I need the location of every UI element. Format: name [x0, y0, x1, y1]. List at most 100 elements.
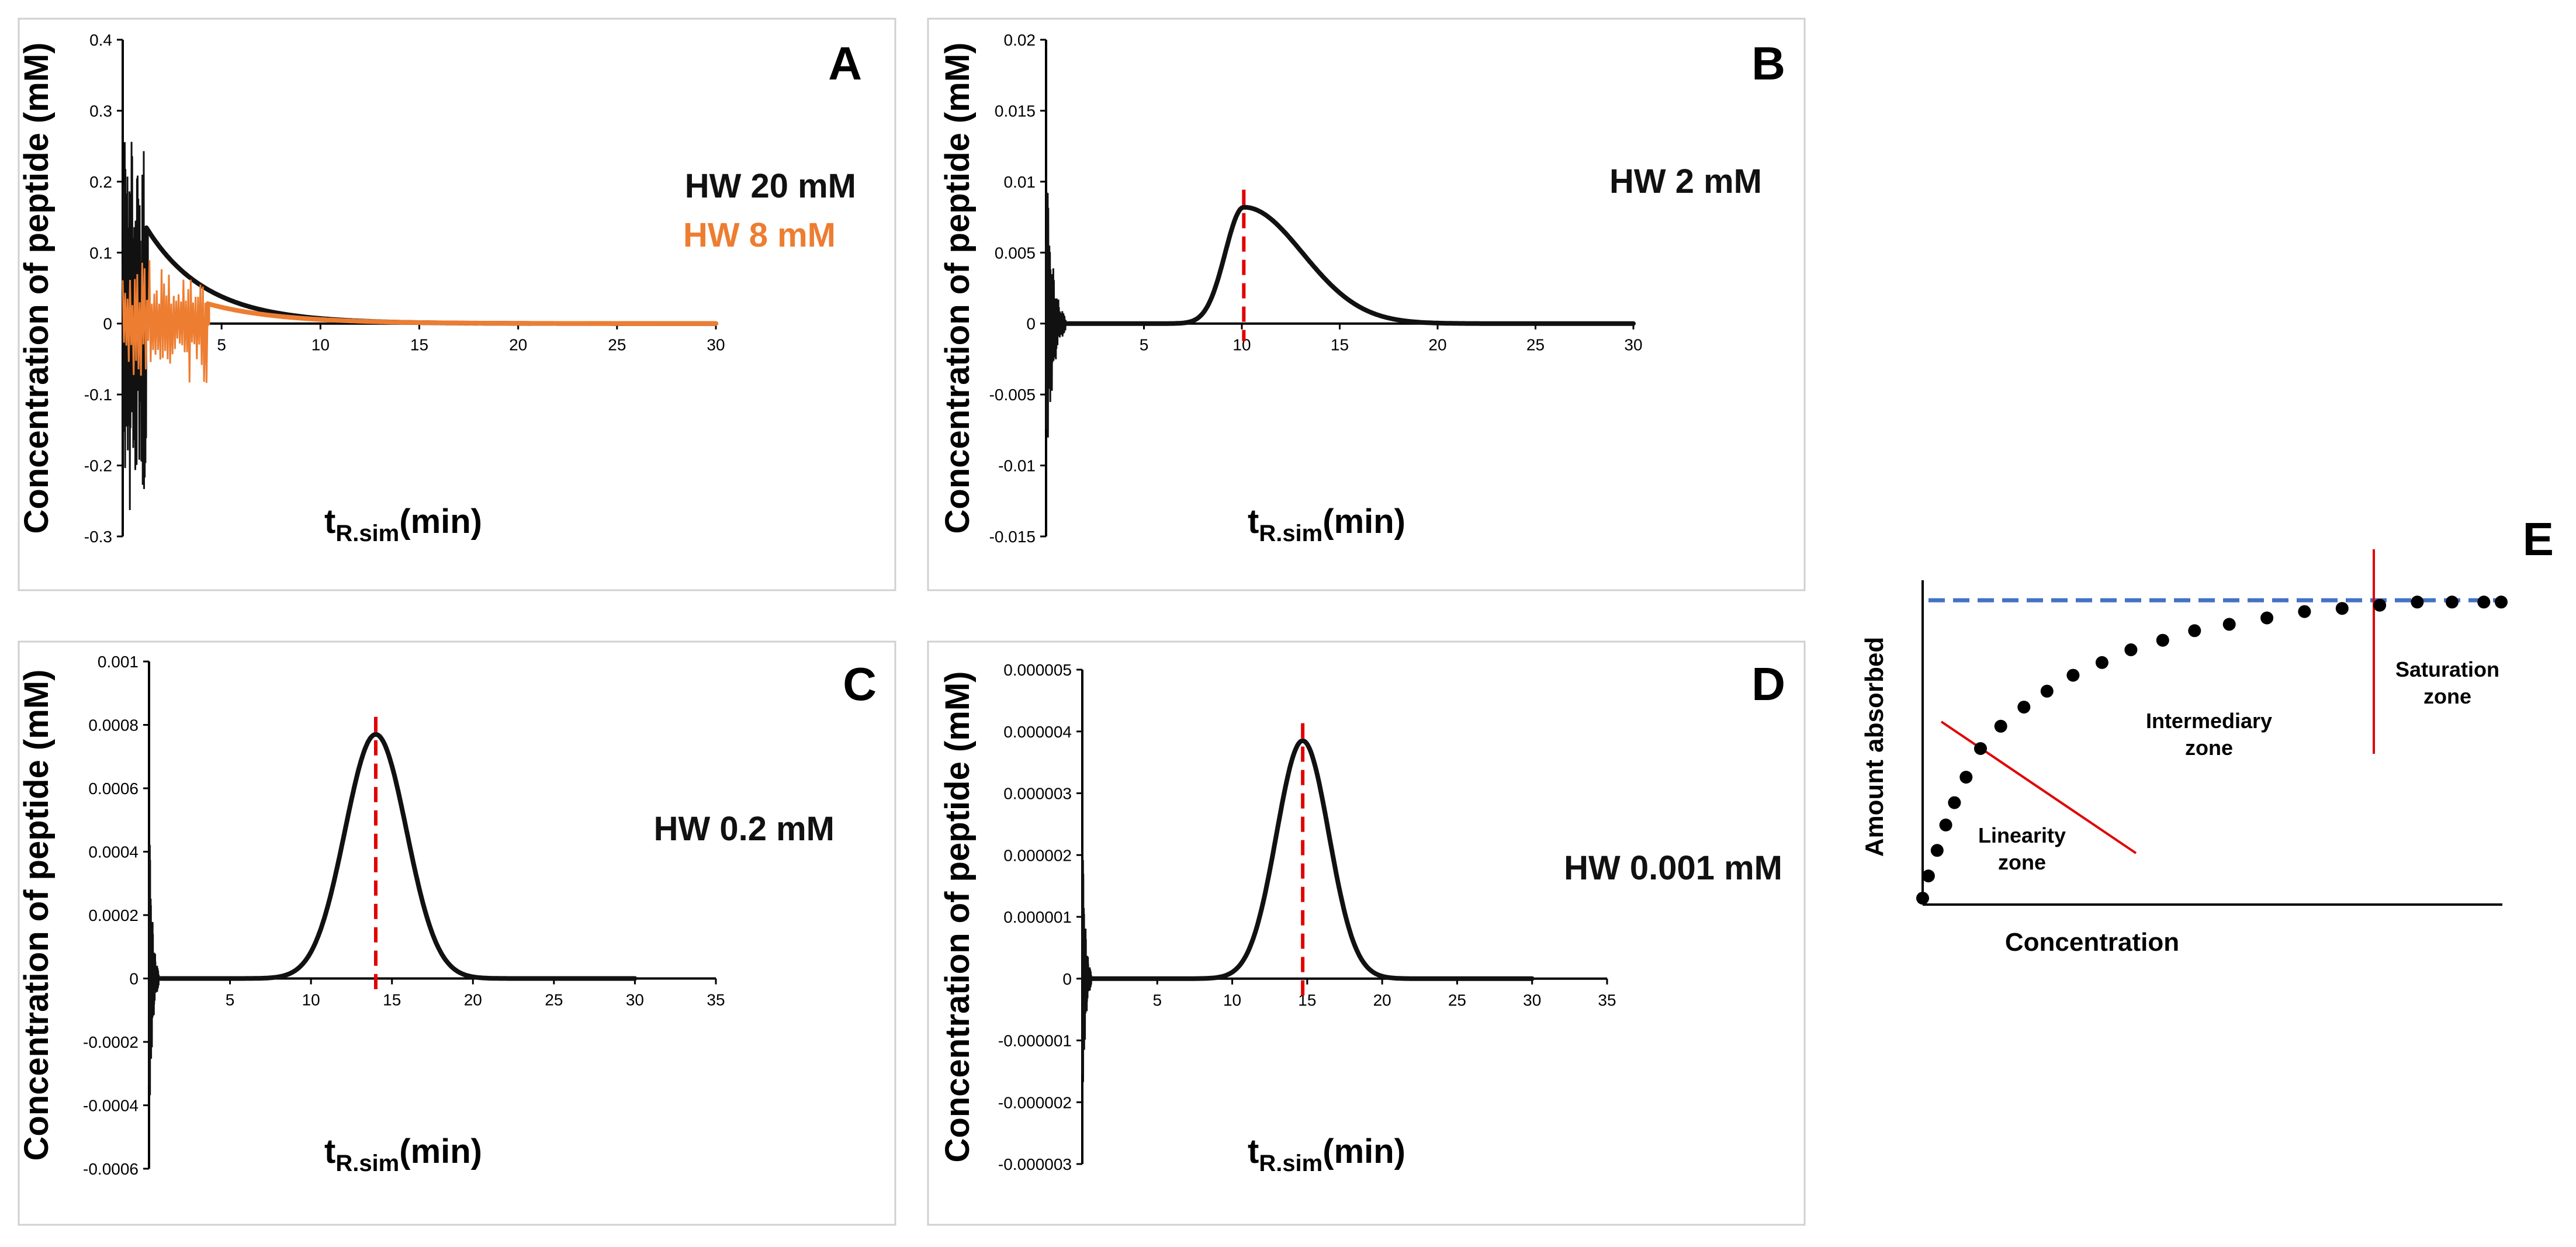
panel-frame — [927, 18, 1806, 591]
x-axis-label: tR.sim(min) — [1248, 1132, 1405, 1176]
data-point — [1939, 818, 1952, 832]
x-tick-label: 25 — [545, 991, 563, 1009]
x-tick-label: 15 — [383, 991, 401, 1009]
noise-trace — [1045, 192, 1067, 438]
x-axis-label: tR.sim(min) — [324, 1132, 482, 1176]
y-tick-label: 0.001 — [98, 653, 139, 671]
panel-b: -0.015 -0.01 -0.005 0 0.005 0.01 0.015 0.02 5 10 1… — [927, 18, 1806, 591]
data-point — [1974, 742, 1987, 755]
x-tick-label: 20 — [464, 991, 482, 1009]
data-point — [2260, 611, 2274, 625]
panel-e: E Amount absorbed Concentration Linearity zo… — [1860, 513, 2554, 957]
x-tick-label: 20 — [509, 336, 527, 354]
x-tick-label: 30 — [1523, 991, 1541, 1009]
data-point — [2017, 701, 2031, 714]
y-tick-label: -0.000001 — [998, 1032, 1072, 1050]
y-tick-label: 0.000002 — [1003, 846, 1072, 864]
data-point — [1916, 892, 1929, 905]
series-annotation: HW 0.2 mM — [654, 810, 835, 848]
y-tick-label: 0.000003 — [1003, 785, 1072, 803]
y-tick-label: 0.0006 — [88, 780, 139, 798]
y-tick-label: 0.0004 — [88, 843, 139, 861]
y-tick-label: 0.1 — [89, 244, 112, 262]
series-annotation: HW 2 mM — [1609, 162, 1762, 200]
x-tick-label: 15 — [410, 336, 428, 354]
y-tick-label: 0.015 — [995, 102, 1036, 120]
data-point — [1948, 796, 1961, 809]
series-annotation: HW 8 mM — [683, 216, 836, 254]
x-tick-label: 5 — [1152, 991, 1162, 1009]
y-axis-label: Concentration of peptide (mM) — [939, 671, 977, 1163]
y-tick-label: -0.0004 — [83, 1097, 139, 1115]
data-point — [2066, 668, 2080, 682]
zone-label: zone — [2185, 736, 2233, 760]
x-tick-label: 25 — [1448, 991, 1466, 1009]
panel-c: -0.0006 -0.0004 -0.0002 0 0.0002 0.0004 0.0006… — [18, 640, 896, 1226]
y-tick-label: 0.000001 — [1003, 908, 1072, 926]
x-tick-label: 30 — [626, 991, 644, 1009]
data-point — [1959, 771, 1973, 784]
data-point — [1994, 719, 2007, 733]
x-tick-label: 35 — [707, 991, 725, 1009]
y-tick-label: 0.0008 — [88, 716, 139, 735]
panel-letter: D — [1751, 658, 1785, 710]
data-point — [2095, 656, 2108, 669]
y-tick-label: 0 — [1026, 315, 1036, 333]
panel-d: -0.000003 -0.000002 -0.000001 0 0.000001 0.00… — [927, 640, 1806, 1226]
y-tick-label: -0.3 — [84, 528, 112, 546]
y-tick-label: 0 — [103, 315, 112, 333]
series-line — [1089, 738, 1535, 981]
data-point — [2411, 595, 2424, 609]
y-tick-label: 0.2 — [89, 173, 112, 191]
y-tick-label: 0.3 — [89, 102, 112, 120]
linearity-boundary — [1940, 721, 2137, 854]
y-tick-label: 0.4 — [89, 31, 112, 49]
y-tick-label: -0.000002 — [998, 1093, 1072, 1111]
series-line — [205, 301, 718, 326]
data-point — [2477, 595, 2491, 609]
x-tick-label: 5 — [1140, 336, 1149, 354]
x-tick-label: 25 — [608, 336, 626, 354]
y-tick-label: 0.005 — [995, 244, 1036, 262]
panel-frame — [18, 640, 896, 1226]
y-tick-label: -0.1 — [84, 386, 112, 404]
zone-label: Intermediary — [2146, 709, 2272, 733]
panel-letter: A — [828, 37, 862, 89]
panel-letter: C — [843, 658, 877, 710]
data-point — [2298, 605, 2311, 618]
data-point — [2188, 624, 2201, 638]
panel-frame — [927, 640, 1806, 1226]
y-tick-label: -0.2 — [84, 457, 112, 475]
x-tick-label: 10 — [1232, 336, 1251, 354]
x-axis-label: Concentration — [2005, 928, 2179, 957]
data-point — [1921, 870, 1935, 882]
y-tick-label: -0.005 — [989, 386, 1036, 404]
series-annotation: HW 20 mM — [685, 167, 856, 205]
y-axis-label: Concentration of peptide (mM) — [18, 670, 56, 1161]
zone-label: Saturation — [2395, 657, 2499, 681]
y-tick-label: -0.000003 — [998, 1155, 1072, 1173]
series-line — [156, 732, 638, 981]
y-tick-label: 0 — [1062, 970, 1072, 988]
x-tick-label: 15 — [1331, 336, 1349, 354]
data-point — [2124, 643, 2138, 656]
y-tick-label: -0.0002 — [83, 1033, 139, 1051]
x-tick-label: 30 — [1624, 336, 1642, 354]
x-tick-label: 10 — [302, 991, 320, 1009]
y-axis-label: Concentration of peptide (mM) — [939, 43, 977, 534]
data-point — [2040, 684, 2054, 698]
x-tick-label: 10 — [311, 336, 330, 354]
data-point — [2156, 633, 2169, 647]
noise-trace — [148, 844, 160, 1096]
y-tick-label: 0.000005 — [1003, 661, 1072, 679]
x-tick-label: 35 — [1598, 991, 1616, 1009]
noise-trace — [122, 260, 209, 383]
zone-label: zone — [1998, 850, 2046, 874]
x-tick-label: 5 — [217, 336, 226, 354]
x-tick-label: 10 — [1223, 991, 1241, 1009]
panel-letter: E — [2523, 513, 2554, 565]
noise-trace — [1081, 860, 1092, 1082]
data-point — [2335, 602, 2349, 615]
data-point — [2222, 618, 2236, 631]
